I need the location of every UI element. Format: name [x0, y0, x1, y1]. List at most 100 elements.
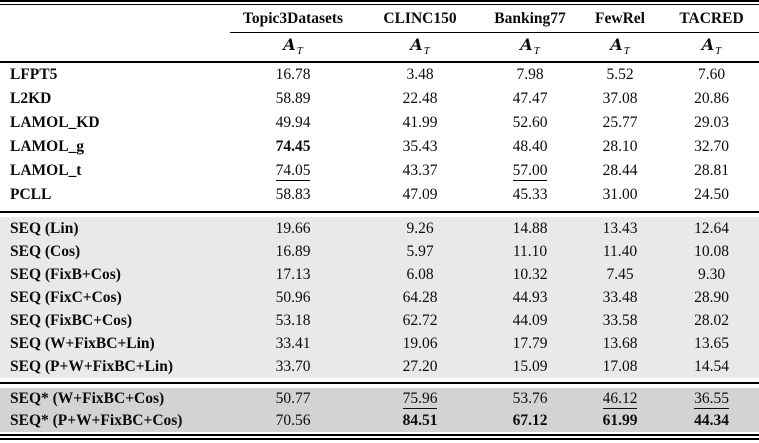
metric-value-cell: 35.43 — [356, 135, 484, 159]
metric-value: 47.09 — [402, 186, 438, 204]
metric-value: 53.76 — [512, 390, 548, 408]
row-label: SEQ (FixC+Cos) — [0, 286, 230, 309]
metric-value: 12.64 — [694, 219, 729, 237]
accuracy-subscript: T — [715, 45, 722, 58]
metric-value: 28.02 — [694, 311, 729, 329]
row-label: SEQ (Cos) — [0, 240, 230, 263]
metric-value-cell: 37.08 — [576, 87, 664, 111]
metric-value: 67.12 — [512, 412, 548, 430]
metric-value-cell: 5.97 — [356, 240, 484, 263]
metric-value: 61.99 — [602, 412, 638, 430]
metric-value: 74.05 — [275, 162, 311, 182]
metric-value-cell: 33.48 — [576, 286, 664, 309]
accuracy-symbol: A — [520, 34, 533, 54]
metric-value-cell: 25.77 — [576, 111, 664, 135]
header-corner-cell — [0, 5, 230, 33]
metric-value: 10.08 — [694, 242, 729, 260]
metric-value: 14.88 — [512, 219, 548, 237]
metric-value: 44.09 — [512, 311, 548, 329]
metric-value-cell: 28.44 — [576, 159, 664, 183]
metric-value: 13.43 — [602, 219, 638, 237]
metric-value-cell: 13.65 — [664, 332, 759, 355]
metric-value: 58.89 — [275, 90, 311, 108]
metric-value: 13.65 — [694, 334, 729, 352]
metric-value-cell: 67.12 — [484, 410, 576, 432]
row-label: SEQ* (P+W+FixBC+Cos) — [0, 410, 230, 432]
section-divider-gap — [0, 212, 759, 217]
metric-value-cell: 29.03 — [664, 111, 759, 135]
table-row: LAMOL_t 74.05 43.37 57.00 28.44 28.81 — [0, 159, 759, 183]
metric-value: 58.83 — [275, 186, 311, 204]
metric-value-cell: 27.20 — [356, 355, 484, 378]
metric-value-cell: 33.41 — [230, 332, 356, 355]
metric-value-cell: 28.90 — [664, 286, 759, 309]
accuracy-subscript: T — [623, 45, 630, 58]
metric-value-cell: 12.64 — [664, 217, 759, 240]
metric-value-cell: 31.00 — [576, 183, 664, 207]
metric-value-cell: 47.09 — [356, 183, 484, 207]
table-row: LAMOL_g 74.45 35.43 48.40 28.10 32.70 — [0, 135, 759, 159]
metric-value-cell: 58.83 — [230, 183, 356, 207]
metric-value-cell: 46.12 — [576, 388, 664, 410]
metric-value: 49.94 — [275, 114, 311, 132]
table-bottom-rule — [0, 434, 759, 440]
metric-value-cell: 13.43 — [576, 217, 664, 240]
metric-value: 33.48 — [602, 288, 638, 306]
table-top-rule — [0, 0, 759, 5]
metric-value: 33.58 — [602, 311, 638, 329]
metric-value: 64.28 — [402, 288, 438, 306]
metric-value: 45.33 — [512, 186, 548, 204]
metric-value-cell: 75.96 — [356, 388, 484, 410]
metric-header: AT — [356, 32, 484, 63]
metric-value-cell: 16.89 — [230, 240, 356, 263]
metric-value-cell: 10.32 — [484, 263, 576, 286]
accuracy-subscript: T — [296, 45, 303, 58]
metric-value-cell: 64.28 — [356, 286, 484, 309]
metric-value-cell: 61.99 — [576, 410, 664, 432]
metric-value-cell: 70.56 — [230, 410, 356, 432]
metric-value: 9.30 — [697, 265, 726, 283]
metric-value-cell: 7.45 — [576, 263, 664, 286]
metric-value: 5.97 — [406, 242, 434, 260]
metric-value: 28.44 — [602, 162, 638, 180]
metric-value: 16.89 — [275, 242, 311, 260]
metric-value: 28.81 — [694, 162, 729, 180]
section-divider-rule — [0, 207, 759, 213]
metric-value-cell: 58.89 — [230, 87, 356, 111]
metric-value-cell: 14.54 — [664, 355, 759, 378]
metric-value: 44.93 — [512, 288, 548, 306]
metric-value-cell: 53.76 — [484, 388, 576, 410]
metric-value-cell: 41.99 — [356, 111, 484, 135]
metric-value: 53.18 — [275, 311, 311, 329]
metric-value: 9.26 — [406, 219, 434, 237]
metric-value: 29.03 — [694, 114, 729, 132]
table-row: SEQ (FixB+Cos) 17.13 6.08 10.32 7.45 9.30 — [0, 263, 759, 286]
section-divider-rule — [0, 378, 759, 384]
row-label: LFPT5 — [0, 62, 230, 87]
column-header-clinc150: CLINC150 — [356, 5, 484, 33]
metric-value: 11.10 — [512, 242, 548, 260]
metric-value: 52.60 — [512, 114, 548, 132]
column-header-fewrel: FewRel — [576, 5, 664, 33]
metric-value: 24.50 — [694, 186, 729, 204]
metric-value: 47.47 — [512, 90, 548, 108]
metric-value-cell: 6.08 — [356, 263, 484, 286]
metric-value: 46.12 — [602, 390, 638, 410]
metric-value: 7.60 — [697, 66, 726, 84]
metric-value: 14.54 — [694, 357, 729, 375]
metric-value: 17.13 — [275, 265, 311, 283]
table-row: SEQ (FixC+Cos) 50.96 64.28 44.93 33.48 28.90 — [0, 286, 759, 309]
metric-value-cell: 62.72 — [356, 309, 484, 332]
metric-value: 11.40 — [602, 242, 638, 260]
metric-value: 44.34 — [694, 412, 729, 430]
column-header-row: Topic3Datasets CLINC150 Banking77 FewRel… — [0, 5, 759, 33]
metric-value-cell: 19.06 — [356, 332, 484, 355]
metric-value-cell: 15.09 — [484, 355, 576, 378]
metric-value: 16.78 — [275, 66, 311, 84]
row-label: L2KD — [0, 87, 230, 111]
row-label: LAMOL_KD — [0, 111, 230, 135]
metric-value-cell: 17.79 — [484, 332, 576, 355]
metric-value: 33.41 — [275, 334, 311, 352]
table-row: SEQ (Cos) 16.89 5.97 11.10 11.40 10.08 — [0, 240, 759, 263]
metric-value: 3.48 — [406, 66, 434, 84]
